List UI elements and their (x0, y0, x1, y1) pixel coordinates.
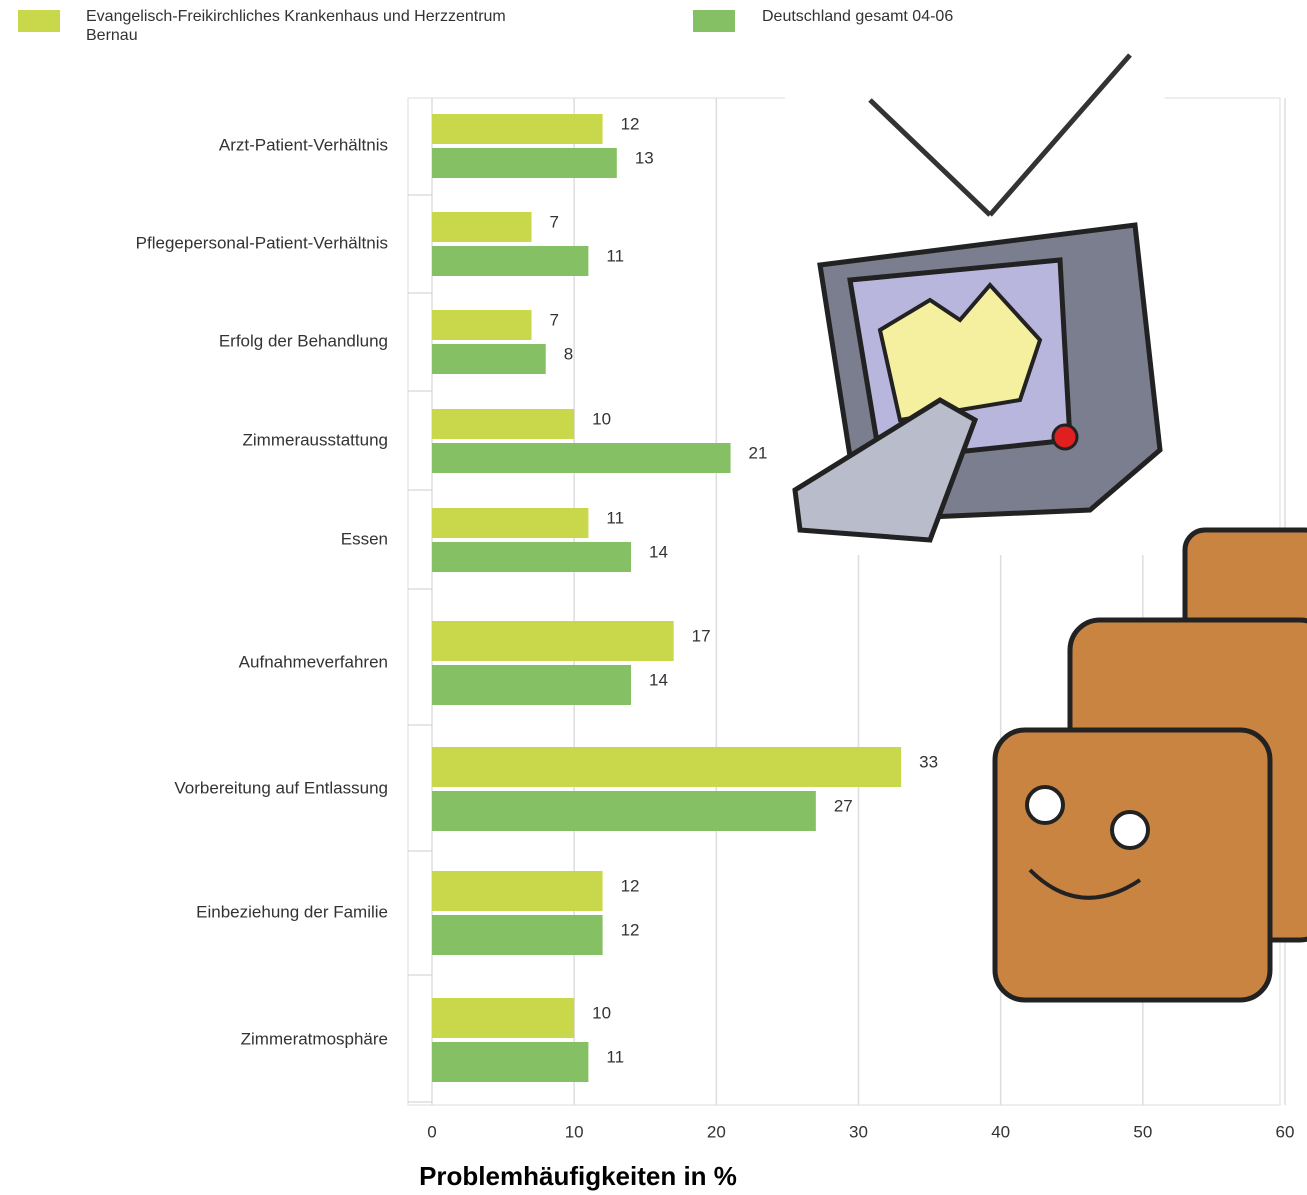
x-tick-label: 50 (1133, 1122, 1152, 1141)
x-tick-label: 0 (427, 1122, 436, 1141)
bar (432, 747, 901, 787)
data-label: 14 (649, 670, 668, 689)
bar (432, 998, 574, 1038)
bar (432, 212, 532, 242)
bar (432, 621, 674, 661)
data-label: 17 (692, 626, 711, 645)
bar (432, 665, 631, 705)
bar (432, 310, 532, 340)
bar (432, 1042, 588, 1082)
bar (432, 148, 617, 178)
y-tick-label: Vorbereitung auf Entlassung (174, 778, 388, 797)
legend-swatch (18, 10, 60, 32)
data-label: 11 (606, 508, 624, 527)
data-label: 10 (592, 409, 611, 428)
page: 0 10 20 30 40 50 60 Arzt-Patient-Verhältnis 12 13… (0, 0, 1307, 1195)
legend-label: Deutschland gesamt 04-06 (762, 7, 1162, 26)
data-label: 21 (749, 443, 768, 462)
bar (432, 508, 588, 538)
data-label: 27 (834, 796, 853, 815)
x-axis-title: Problemhäufigkeiten in % (419, 1161, 737, 1191)
x-tick-label: 10 (565, 1122, 584, 1141)
bar (432, 871, 603, 911)
tv-clipart (785, 40, 1165, 555)
bar (432, 443, 731, 473)
data-label: 13 (635, 148, 654, 167)
chart: 0 10 20 30 40 50 60 Arzt-Patient-Verhältnis 12 13… (0, 0, 1307, 1195)
y-tick-label: Pflegepersonal-Patient-Verhältnis (136, 233, 388, 252)
x-tick-label: 20 (707, 1122, 726, 1141)
data-label: 11 (606, 1047, 624, 1066)
data-label: 8 (564, 344, 573, 363)
data-label: 33 (919, 752, 938, 771)
data-label: 12 (621, 920, 640, 939)
x-tick-label: 60 (1276, 1122, 1295, 1141)
y-tick-label: Zimmeratmosphäre (241, 1029, 388, 1048)
bar (432, 246, 588, 276)
bar (432, 542, 631, 572)
data-label: 7 (550, 212, 559, 231)
bar (432, 409, 574, 439)
data-label: 7 (550, 310, 559, 329)
y-tick-label: Zimmerausstattung (243, 430, 389, 449)
y-tick-label: Arzt-Patient-Verhältnis (219, 135, 388, 154)
x-tick-label: 40 (991, 1122, 1010, 1141)
y-tick-label: Erfolg der Behandlung (219, 331, 388, 350)
bar (432, 114, 603, 144)
legend-swatch (693, 10, 735, 32)
x-tick-label: 30 (849, 1122, 868, 1141)
bar (432, 915, 603, 955)
y-tick-label: Einbeziehung der Familie (196, 902, 388, 921)
legend-label: Evangelisch-Freikirchliches Krankenhaus … (86, 7, 506, 45)
data-label: 12 (621, 876, 640, 895)
data-label: 10 (592, 1003, 611, 1022)
suitcase-clipart (995, 530, 1307, 1000)
data-label: 11 (606, 246, 624, 265)
data-label: 12 (621, 114, 640, 133)
bar (432, 791, 816, 831)
y-tick-label: Aufnahmeverfahren (239, 652, 388, 671)
bar (432, 344, 546, 374)
data-label: 14 (649, 542, 668, 561)
y-tick-label: Essen (341, 529, 388, 548)
